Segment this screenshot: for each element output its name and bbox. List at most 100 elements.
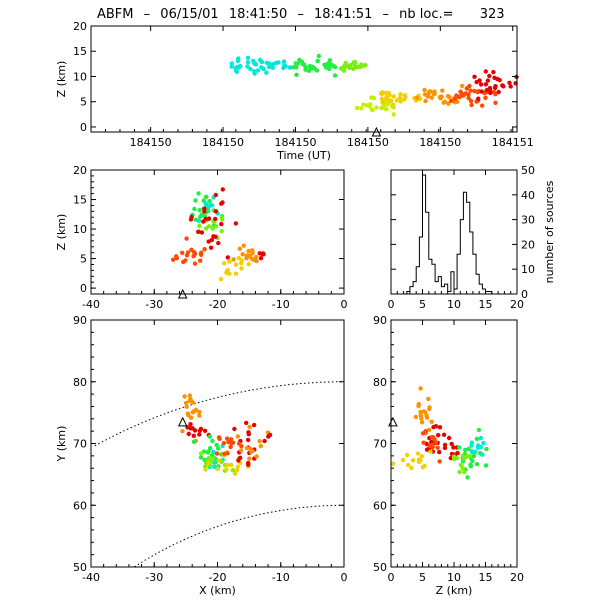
- time-height-point: [367, 104, 372, 109]
- z-y-view-point: [400, 457, 406, 463]
- z-y-view-point: [460, 453, 465, 458]
- x-z-view-point: [196, 229, 201, 234]
- time-height-point: [483, 82, 489, 87]
- z-y-view-point: [406, 462, 411, 468]
- plan-view-point: [193, 407, 199, 413]
- plan-view-point: [188, 422, 193, 427]
- x-z-view-x-tick-label: -30: [145, 298, 163, 311]
- time-height-point: [480, 103, 485, 108]
- x-z-view-point: [220, 217, 225, 222]
- z-y-view-point: [480, 452, 485, 457]
- time-height-point: [460, 83, 465, 89]
- title-count-label: nb loc.=: [399, 7, 453, 22]
- time-height-point: [390, 102, 396, 107]
- altitude-histogram-y-tick-label: 30: [521, 214, 535, 227]
- z-y-view-point: [426, 427, 432, 432]
- plan-view-point: [205, 450, 211, 455]
- time-height-point: [283, 64, 288, 69]
- time-height-y-tick-label: 5: [80, 96, 87, 109]
- x-z-view-point: [199, 250, 204, 255]
- time-height-point: [380, 90, 385, 95]
- plan-view-x-tick-label: 0: [341, 571, 348, 584]
- time-height-x-tick-label: 184150: [274, 136, 316, 149]
- time-height-point: [458, 89, 463, 94]
- x-z-view-point: [192, 206, 197, 212]
- x-z-view-point: [213, 209, 219, 214]
- time-height-frame: [90, 25, 518, 133]
- time-height-point: [491, 69, 496, 75]
- x-z-view-point: [171, 257, 176, 262]
- z-y-view-x-tick-label: 5: [419, 571, 426, 584]
- x-z-view-point: [203, 216, 208, 222]
- x-z-view-point: [236, 255, 241, 261]
- plan-view-x-axis-label: X (km): [199, 584, 236, 597]
- time-height-point: [472, 74, 477, 80]
- z-y-view-panel: 0 5 10 15 20 50 60 70 80 90 Z (km): [373, 314, 524, 597]
- title-station: ABFM: [97, 7, 134, 22]
- time-height-x-tick-label: 184150: [202, 136, 244, 149]
- plan-view-point: [228, 444, 233, 450]
- time-height-point: [446, 101, 451, 106]
- z-y-view-point: [409, 465, 414, 471]
- time-height-point: [500, 83, 505, 88]
- x-z-view-point: [203, 201, 208, 206]
- time-height-point: [264, 70, 269, 75]
- plan-view-point: [229, 437, 234, 442]
- plan-view-point: [246, 462, 251, 467]
- time-height-point: [394, 98, 400, 103]
- plan-view-point: [251, 422, 257, 428]
- x-z-view-point: [206, 239, 211, 244]
- plan-view-point: [216, 446, 221, 451]
- z-y-view-point: [462, 469, 467, 475]
- x-z-view-y-tick-label: 20: [73, 164, 87, 177]
- plan-view-point: [192, 428, 198, 433]
- plan-view-point: [210, 456, 215, 461]
- z-y-view-point: [428, 449, 433, 454]
- plan-view-point: [249, 449, 254, 454]
- z-y-view-x-tick-label: 0: [388, 571, 395, 584]
- plan-view-point: [229, 462, 234, 468]
- z-y-view-x-axis-label: Z (km): [436, 584, 473, 597]
- time-height-point: [403, 95, 408, 100]
- x-z-view-point: [198, 214, 203, 219]
- x-z-view-point: [225, 255, 230, 260]
- plan-view-point: [232, 426, 237, 432]
- z-y-view-point: [433, 424, 439, 429]
- time-height-point: [463, 91, 468, 96]
- plan-view-point: [211, 449, 216, 455]
- time-height-point: [492, 85, 498, 91]
- plan-view-point: [230, 440, 236, 445]
- plan-view-point: [234, 468, 240, 473]
- z-y-view-y-tick-label: 90: [373, 314, 387, 327]
- x-z-view-point: [244, 256, 249, 261]
- time-height-point: [332, 64, 338, 70]
- x-z-view-point: [249, 256, 255, 261]
- time-height-point: [281, 59, 287, 64]
- z-y-view-point: [468, 464, 474, 469]
- z-y-view-point: [476, 427, 482, 433]
- time-height-point: [252, 69, 257, 74]
- z-y-view-point: [474, 461, 480, 467]
- plan-view-point: [182, 394, 187, 399]
- z-y-view-point: [454, 455, 459, 461]
- z-y-view-point: [420, 465, 425, 470]
- z-y-view-point: [415, 451, 421, 456]
- x-z-view-point: [220, 187, 225, 192]
- altitude-histogram-y-tick-label: 50: [521, 164, 535, 177]
- time-height-point: [374, 105, 379, 110]
- time-height-point: [315, 58, 320, 64]
- plan-view-point: [225, 462, 230, 468]
- x-z-view-point: [219, 221, 224, 227]
- plan-view-point: [258, 444, 263, 449]
- x-z-view-point: [208, 245, 214, 250]
- time-height-point: [496, 89, 501, 95]
- plan-view-point: [244, 420, 249, 426]
- time-height-point: [259, 65, 264, 70]
- x-z-view-point: [231, 257, 236, 262]
- x-z-view-point: [184, 253, 190, 258]
- time-height-point: [454, 93, 459, 98]
- plan-view-point: [210, 453, 215, 458]
- time-height-point: [391, 94, 397, 99]
- z-y-view-point: [460, 466, 465, 471]
- time-height-point: [229, 61, 234, 66]
